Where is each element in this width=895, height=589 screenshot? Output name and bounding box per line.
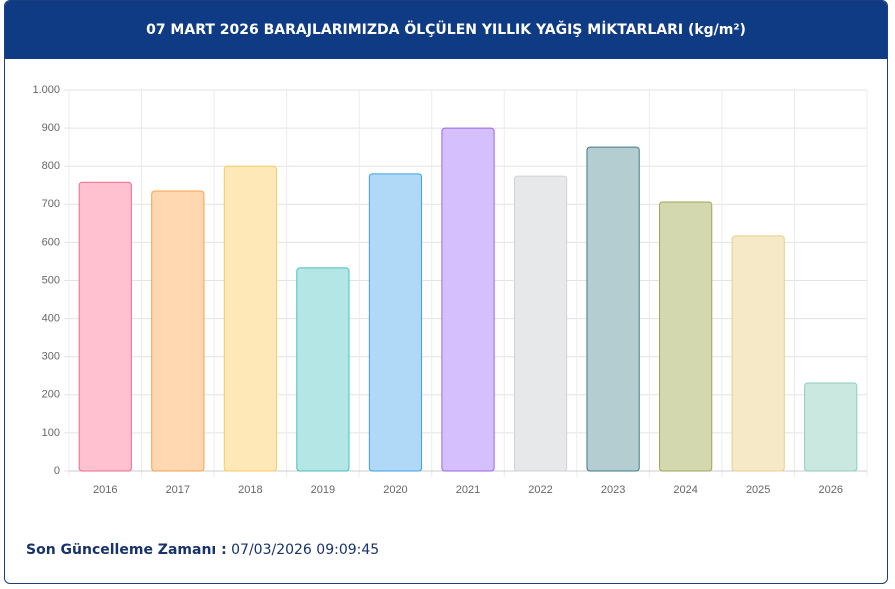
bar — [151, 190, 205, 472]
bar — [731, 235, 785, 472]
x-tick-label: 2018 — [238, 484, 262, 496]
x-tick-label: 2016 — [93, 484, 117, 496]
footer: Son Güncelleme Zamanı : 07/03/2026 09:09… — [26, 542, 379, 558]
y-tick-label: 100 — [42, 427, 60, 439]
bar — [223, 165, 277, 472]
chart-title: 07 MART 2026 BARAJLARIMIZDA ÖLÇÜLEN YILL… — [146, 22, 746, 38]
bar — [441, 127, 495, 472]
footer-value: 07/03/2026 09:09:45 — [231, 542, 380, 558]
y-tick-label: 200 — [42, 389, 60, 401]
x-tick-label: 2017 — [166, 484, 190, 496]
y-tick-label: 800 — [42, 160, 60, 172]
x-tick-label: 2023 — [601, 484, 625, 496]
y-tick-label: 700 — [42, 198, 60, 210]
x-tick-label: 2019 — [311, 484, 335, 496]
bar — [659, 201, 713, 472]
bar — [368, 173, 423, 472]
x-tick-label: 2025 — [746, 484, 770, 496]
bar — [78, 181, 132, 472]
bar — [296, 267, 350, 472]
y-tick-label: 300 — [42, 351, 60, 363]
y-tick-label: 1.000 — [32, 84, 60, 96]
chart: 0 100 200 300 400 500 600 700 800 900 1.000 2016 201… — [32, 84, 868, 496]
y-tick-label: 600 — [42, 236, 60, 248]
x-tick-label: 2022 — [528, 484, 552, 496]
y-tick-label: 500 — [42, 274, 60, 286]
x-tick-label: 2024 — [673, 484, 697, 496]
bar — [513, 175, 568, 472]
card: 07 MART 2026 BARAJLARIMIZDA ÖLÇÜLEN YILL… — [4, 0, 888, 584]
bar — [804, 382, 858, 472]
x-tick-label: 2020 — [383, 484, 407, 496]
bar — [586, 146, 640, 472]
x-tick-label: 2026 — [818, 484, 842, 496]
y-tick-label: 900 — [42, 122, 60, 134]
x-tick-label: 2021 — [456, 484, 480, 496]
header: 07 MART 2026 BARAJLARIMIZDA ÖLÇÜLEN YILL… — [5, 1, 887, 59]
y-tick-label: 400 — [42, 313, 60, 325]
footer-label: Son Güncelleme Zamanı : — [26, 542, 227, 558]
y-tick-label: 0 — [54, 465, 60, 477]
